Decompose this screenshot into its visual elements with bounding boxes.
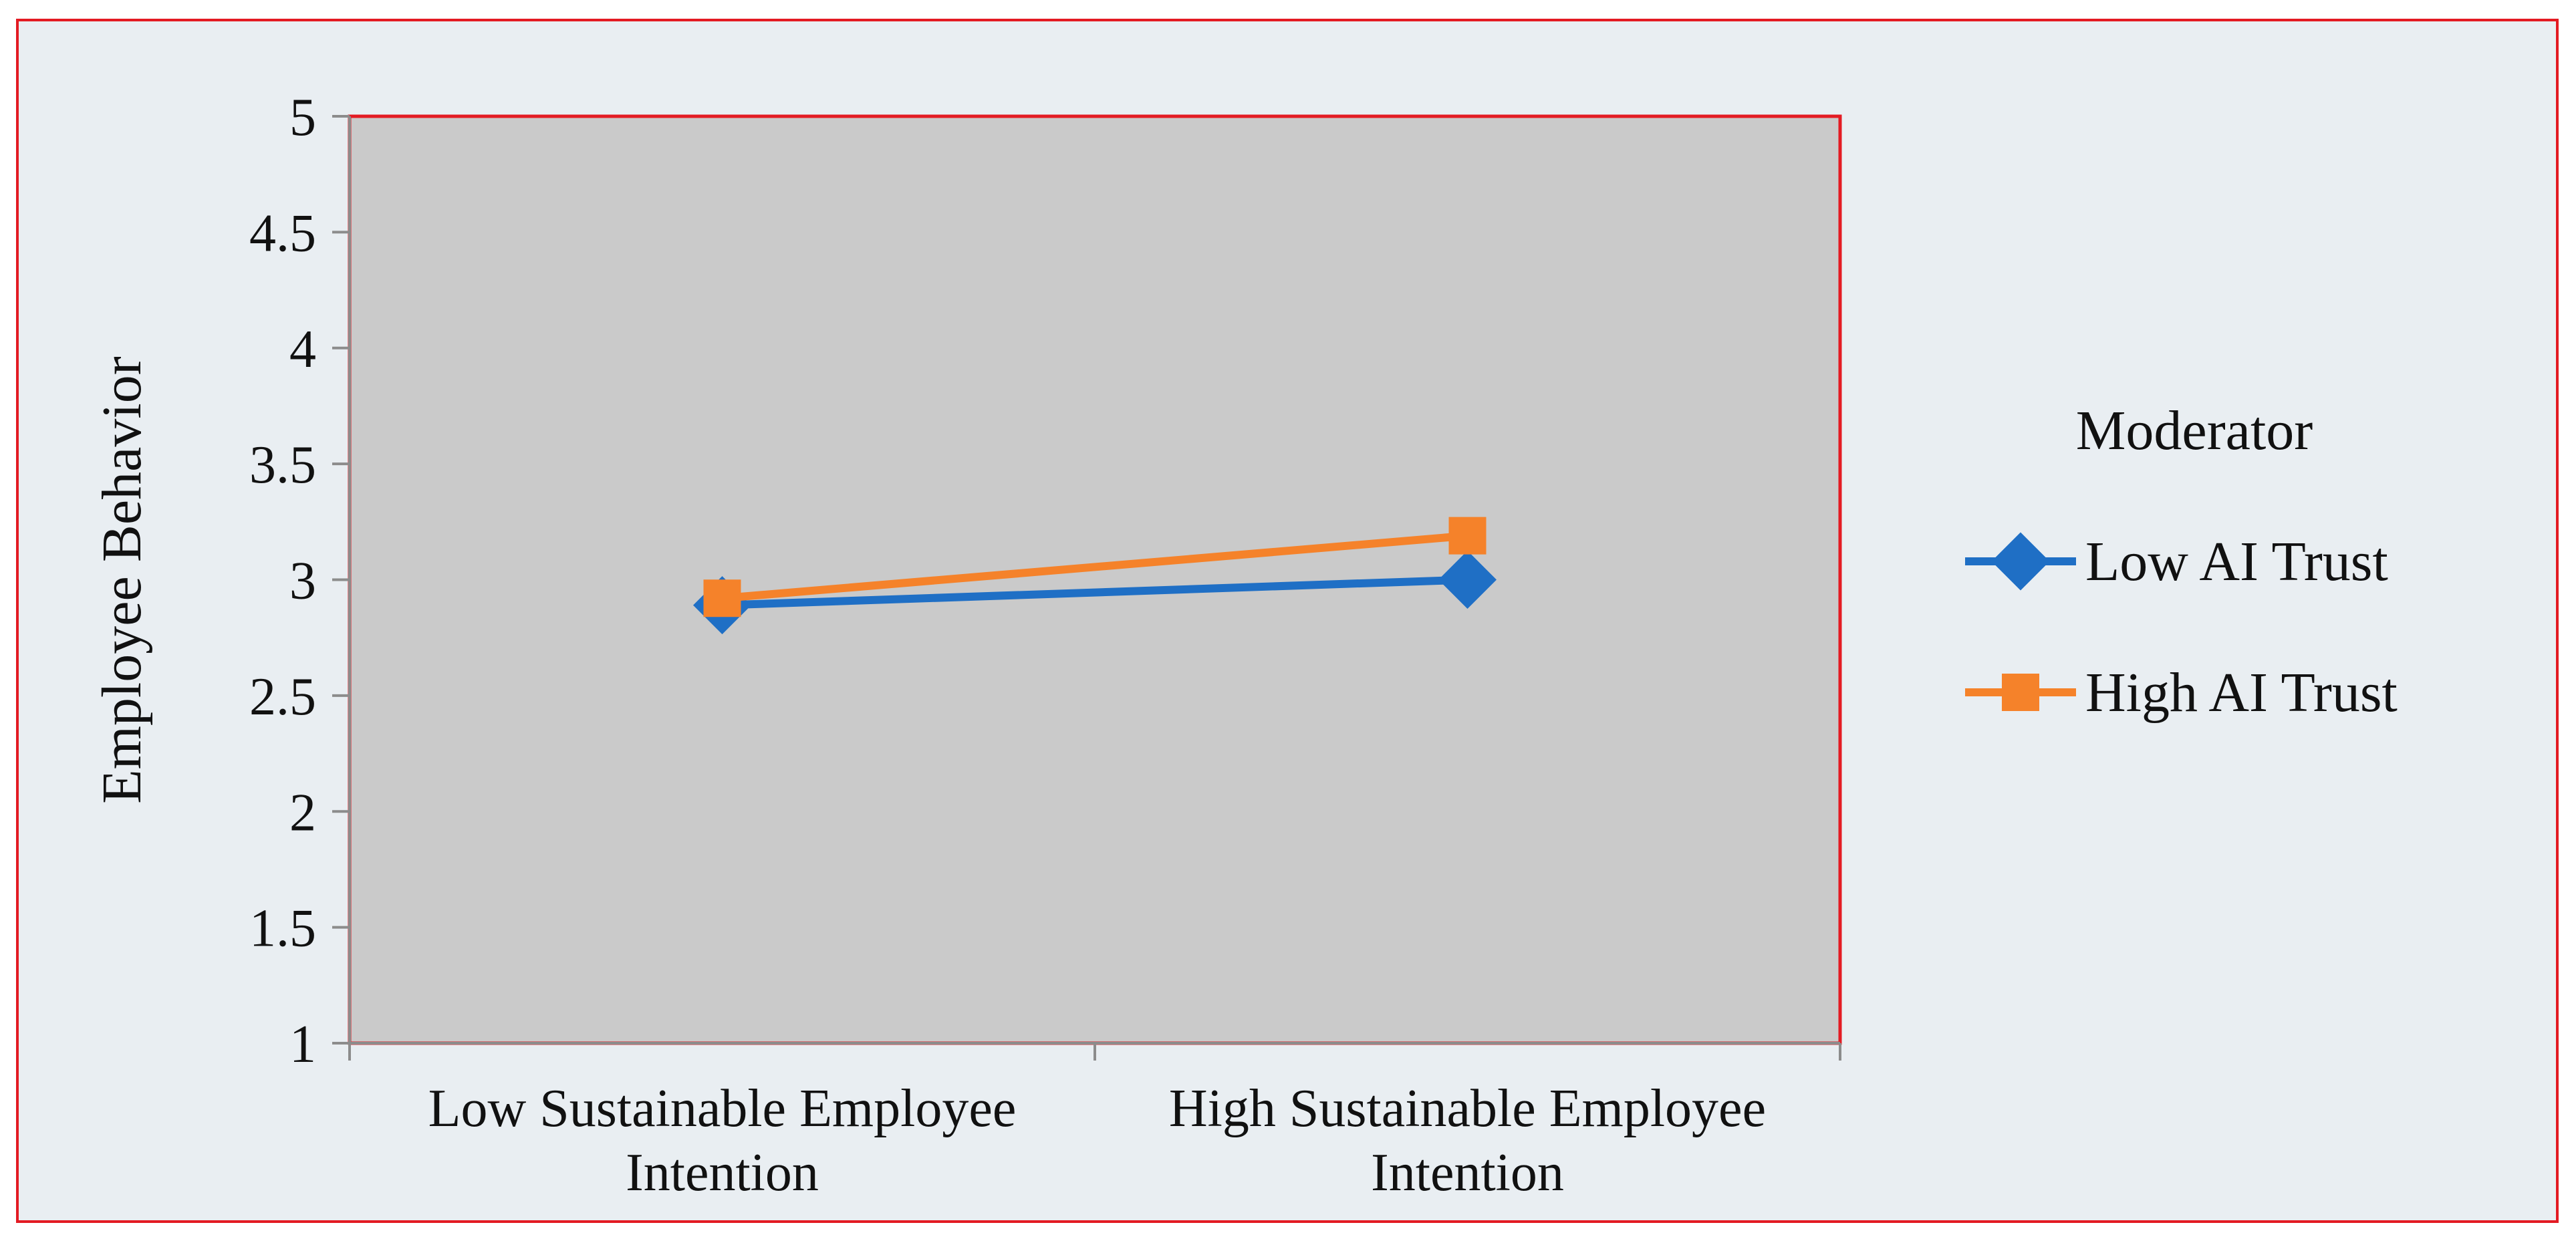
legend-item-low-ai-trust: Low AI Trust (1965, 531, 2388, 593)
data-point-low-ai-trust (1438, 551, 1497, 609)
series-line-low-ai-trust (722, 575, 1468, 609)
y-axis-label: Employee Behavior (91, 356, 153, 803)
legend-marker (2002, 674, 2039, 711)
y-tick-label: 4 (289, 320, 316, 379)
legend-marker (1991, 532, 2050, 591)
y-tick-label: 1 (289, 1015, 316, 1074)
series-layer (693, 517, 1497, 635)
series-line-high-ai-trust (721, 531, 1468, 603)
legend-label: Low AI Trust (2085, 531, 2388, 593)
data-point-high-ai-trust (703, 579, 741, 617)
y-tick-label: 2.5 (249, 668, 316, 726)
series-high-ai-trust (703, 517, 1487, 617)
y-tick-label: 1.5 (249, 899, 316, 958)
legend-item-high-ai-trust: High AI Trust (1965, 662, 2398, 724)
data-point-high-ai-trust (1448, 517, 1487, 555)
x-tick-label-line: Intention (1371, 1143, 1564, 1202)
x-tick-label-line: Intention (626, 1143, 819, 1202)
y-axis: 1 1.5 2 2.5 3 3.5 4 4.5 5 (249, 88, 351, 1074)
y-tick-label: 3.5 (249, 436, 316, 495)
x-tick-label: High Sustainable Employee Intention (1169, 1079, 1766, 1202)
y-tick-label: 3 (289, 552, 316, 611)
x-tick-label-line: Low Sustainable Employee (428, 1079, 1017, 1138)
y-tick-label: 4.5 (249, 204, 316, 263)
plot-area (348, 114, 1842, 1045)
legend-label: High AI Trust (2085, 662, 2398, 724)
y-tick-label: 2 (289, 783, 316, 842)
y-tick-label: 5 (289, 88, 316, 147)
legend-title: Moderator (2076, 400, 2313, 462)
x-tick-label-line: High Sustainable Employee (1169, 1079, 1766, 1138)
legend: Moderator Low AI Trust High AI Trust (1965, 400, 2398, 724)
x-tick-label: Low Sustainable Employee Intention (428, 1079, 1017, 1202)
